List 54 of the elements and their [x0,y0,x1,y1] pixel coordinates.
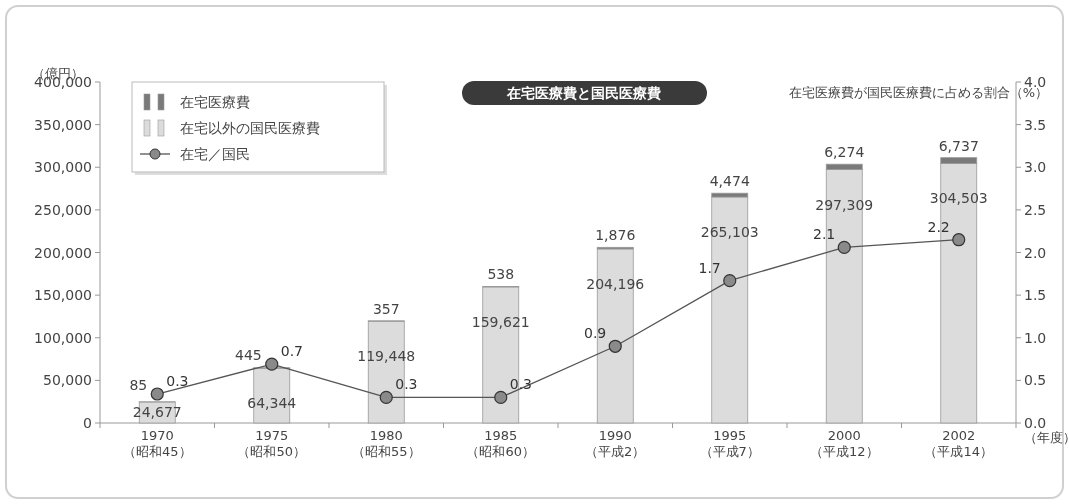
title-badge: 在宅医療費と国民医療費 [462,81,707,105]
y2-tick-label: 3.0 [1024,159,1047,176]
data-label: 265,103 [700,224,759,240]
legend-label: 在宅以外の国民医療費 [180,120,320,136]
data-label: 2.1 [812,226,836,243]
y-tick-label: 50,000 [43,372,92,389]
data-label: 0.7 [280,343,304,360]
x-tick-label: 1990 （平成2） [585,428,646,459]
legend-label: 在宅／国民 [180,146,250,162]
y2-tick-label: 0.0 [1024,415,1047,431]
x-tick-label: 1995 （平成7） [699,428,760,459]
y-tick-label: 100,000 [34,329,92,346]
data-label: 0.3 [395,376,418,393]
y2-tick-label: 2.5 [1024,201,1047,218]
legend-label: 在宅医療費 [180,94,250,110]
y-tick-label: 150,000 [34,287,92,304]
data-label: 0.3 [509,376,533,393]
y-tick-label: 300,000 [34,159,92,176]
data-label: 445 [235,347,262,364]
data-label: 297,309 [815,196,874,213]
data-label: 0.9 [583,325,607,342]
data-label: 0.3 [166,373,189,390]
x-tick-label: 2000 （平成12） [809,428,879,459]
data-label: 159,621 [471,313,530,330]
y-tick-label: 200,000 [34,244,92,261]
data-label: 204,196 [586,275,645,292]
data-label: 2.2 [927,218,950,235]
data-label: 1,876 [595,227,636,244]
x-tick-label: 1980 （昭和55） [351,428,421,459]
data-label: 6,737 [938,137,979,154]
y2-tick-label: 0.5 [1024,372,1047,389]
data-label: 1.7 [698,259,721,276]
data-label: 64,344 [247,395,297,412]
y2-tick-label: 1.5 [1024,287,1047,304]
x-tick-label: 1975 （昭和50） [237,428,307,459]
y2-tick-label: 2.0 [1024,244,1047,261]
y2-tick-label: 1.0 [1024,329,1047,346]
data-label: 85 [129,377,148,394]
data-label: 24,677 [132,404,182,420]
data-label: 357 [372,300,400,317]
chart-title: 在宅医療費と国民医療費 [506,85,661,101]
data-label: 304,503 [929,190,988,207]
y-tick-label: 0 [83,415,92,431]
data-label: 119,448 [357,348,416,365]
x-tick-label: 2002 （平成14） [924,428,994,459]
data-label: 4,474 [709,173,750,190]
x-axis-title: （年度） [1024,430,1069,445]
y-tick-label: 250,000 [34,201,92,218]
data-label: 538 [487,266,515,283]
y-tick-label: 350,000 [34,116,92,133]
data-label: 6,274 [824,144,865,161]
y2-tick-label: 3.5 [1024,116,1047,133]
x-tick-label: 1970 （昭和45） [122,428,192,459]
x-tick-label: 1985 （昭和60） [466,428,536,459]
